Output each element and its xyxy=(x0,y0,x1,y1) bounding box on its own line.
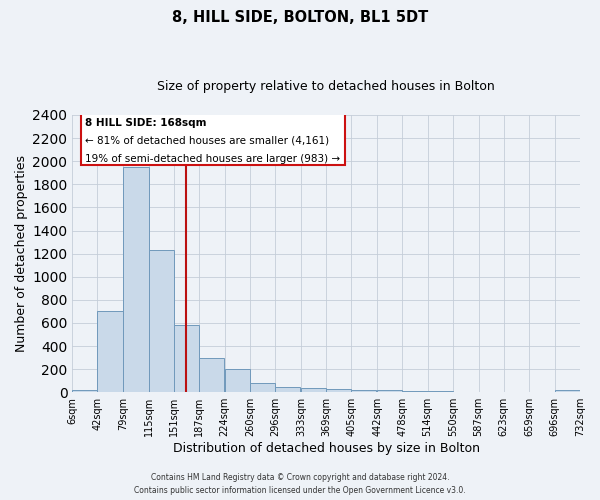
Text: 8 HILL SIDE: 168sqm: 8 HILL SIDE: 168sqm xyxy=(85,118,206,128)
Bar xyxy=(173,325,199,392)
Bar xyxy=(275,387,300,392)
Bar xyxy=(326,390,352,392)
Bar xyxy=(97,312,122,392)
Bar xyxy=(301,388,326,392)
Y-axis label: Number of detached properties: Number of detached properties xyxy=(15,155,28,352)
X-axis label: Distribution of detached houses by size in Bolton: Distribution of detached houses by size … xyxy=(173,442,479,455)
Text: 8, HILL SIDE, BOLTON, BL1 5DT: 8, HILL SIDE, BOLTON, BL1 5DT xyxy=(172,10,428,25)
Text: 19% of semi-detached houses are larger (983) →: 19% of semi-detached houses are larger (… xyxy=(85,154,340,164)
Bar xyxy=(124,167,149,392)
Bar xyxy=(199,358,224,392)
Bar xyxy=(149,250,173,392)
Bar xyxy=(72,390,97,392)
Text: Contains HM Land Registry data © Crown copyright and database right 2024.
Contai: Contains HM Land Registry data © Crown c… xyxy=(134,474,466,495)
Bar xyxy=(377,390,403,392)
Title: Size of property relative to detached houses in Bolton: Size of property relative to detached ho… xyxy=(157,80,495,93)
Bar xyxy=(250,383,275,392)
Bar xyxy=(352,390,376,392)
FancyBboxPatch shape xyxy=(82,108,346,165)
Text: ← 81% of detached houses are smaller (4,161): ← 81% of detached houses are smaller (4,… xyxy=(85,136,329,146)
Bar xyxy=(225,369,250,392)
Bar xyxy=(403,391,428,392)
Bar xyxy=(555,390,580,392)
